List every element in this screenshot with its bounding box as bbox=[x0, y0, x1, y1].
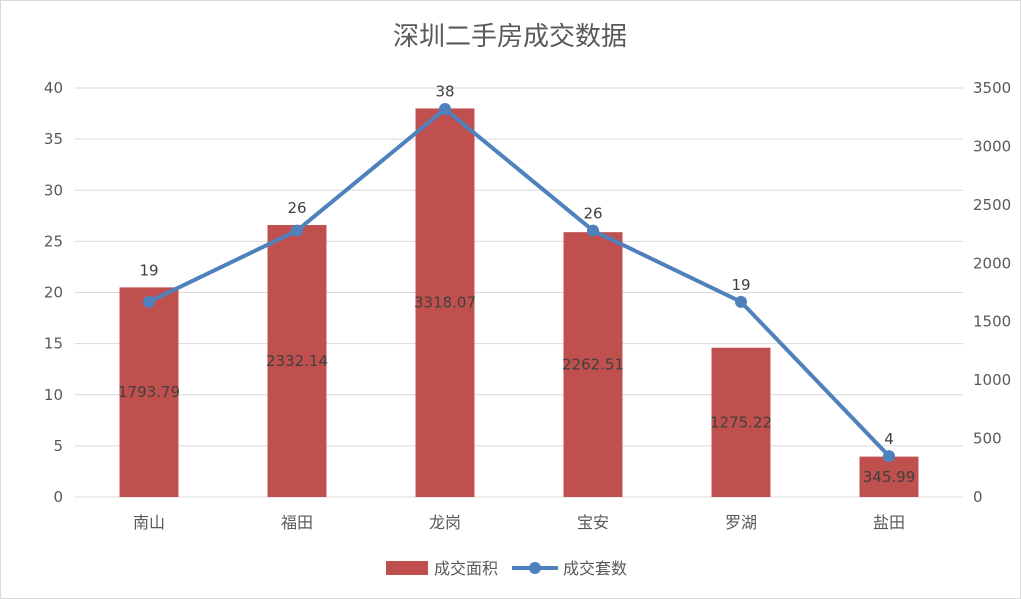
left-axis-tick-label: 40 bbox=[44, 79, 63, 97]
category-label: 龙岗 bbox=[429, 513, 461, 532]
line-point bbox=[439, 103, 451, 116]
legend-line-label: 成交套数 bbox=[563, 559, 627, 578]
line-point bbox=[883, 450, 895, 463]
bar-data-label: 345.99 bbox=[863, 468, 916, 486]
legend-bar-swatch bbox=[386, 561, 428, 575]
right-axis-tick-label: 3500 bbox=[973, 79, 1011, 97]
legend-bar-label: 成交面积 bbox=[434, 559, 498, 578]
bar bbox=[119, 287, 179, 497]
line-data-label: 26 bbox=[287, 199, 306, 217]
bar-data-label: 2332.14 bbox=[266, 352, 328, 370]
right-axis-tick-label: 2500 bbox=[973, 196, 1011, 214]
right-axis-tick-label: 1500 bbox=[973, 313, 1011, 331]
right-axis-ticks: 0 500 1000 1500 2000 2500 3000 3500 bbox=[973, 79, 1011, 506]
legend: 成交面积 成交套数 bbox=[386, 559, 627, 578]
line-data-label: 19 bbox=[139, 261, 158, 279]
bar bbox=[267, 225, 327, 497]
bar-data-label: 1275.22 bbox=[710, 413, 772, 431]
category-label: 盐田 bbox=[873, 513, 905, 532]
line-data-label: 38 bbox=[435, 82, 454, 100]
bar bbox=[859, 456, 919, 497]
category-labels: 南山 福田 龙岗 宝安 罗湖 盐田 bbox=[133, 513, 905, 532]
left-axis-tick-label: 25 bbox=[44, 232, 63, 250]
bar bbox=[563, 232, 623, 498]
left-axis-tick-label: 0 bbox=[53, 488, 63, 506]
bar-data-labels: 1793.79 2332.14 3318.07 2262.51 1275.22 345.9… bbox=[118, 294, 915, 486]
line-data-label: 4 bbox=[884, 430, 894, 448]
line-data-label: 26 bbox=[583, 205, 602, 223]
bar bbox=[415, 108, 475, 497]
left-axis-tick-label: 15 bbox=[44, 335, 63, 353]
line-series bbox=[143, 103, 895, 463]
left-axis-tick-label: 20 bbox=[44, 284, 63, 302]
category-label: 福田 bbox=[281, 513, 313, 532]
line-data-label: 19 bbox=[731, 276, 750, 294]
bar-data-label: 2262.51 bbox=[562, 356, 624, 374]
left-axis-tick-label: 10 bbox=[44, 386, 63, 404]
line-point bbox=[143, 295, 155, 308]
left-axis-ticks: 0 5 10 15 20 25 30 35 40 bbox=[44, 79, 63, 506]
series-line bbox=[147, 107, 891, 459]
right-axis-tick-label: 3000 bbox=[973, 137, 1011, 155]
line-point bbox=[587, 224, 599, 237]
chart-title: 深圳二手房成交数据 bbox=[393, 22, 627, 52]
line-point bbox=[291, 224, 303, 237]
right-axis-tick-label: 0 bbox=[973, 488, 983, 506]
bar-series bbox=[119, 108, 919, 498]
right-axis-tick-label: 500 bbox=[973, 430, 1002, 448]
bar-data-label: 1793.79 bbox=[118, 383, 180, 401]
legend-line-marker bbox=[529, 562, 541, 574]
right-axis-tick-label: 2000 bbox=[973, 254, 1011, 272]
line-point bbox=[735, 295, 747, 308]
category-label: 宝安 bbox=[577, 513, 609, 532]
bar-data-label: 3318.07 bbox=[414, 294, 476, 312]
left-axis-tick-label: 30 bbox=[44, 181, 63, 199]
bar bbox=[711, 347, 771, 497]
left-axis-tick-label: 35 bbox=[44, 130, 63, 148]
category-label: 罗湖 bbox=[725, 513, 757, 532]
gridlines bbox=[75, 87, 963, 498]
right-axis-tick-label: 1000 bbox=[973, 371, 1011, 389]
category-label: 南山 bbox=[133, 513, 165, 532]
left-axis-tick-label: 5 bbox=[53, 437, 63, 455]
line-data-labels: 19 26 38 26 19 4 bbox=[139, 82, 893, 448]
